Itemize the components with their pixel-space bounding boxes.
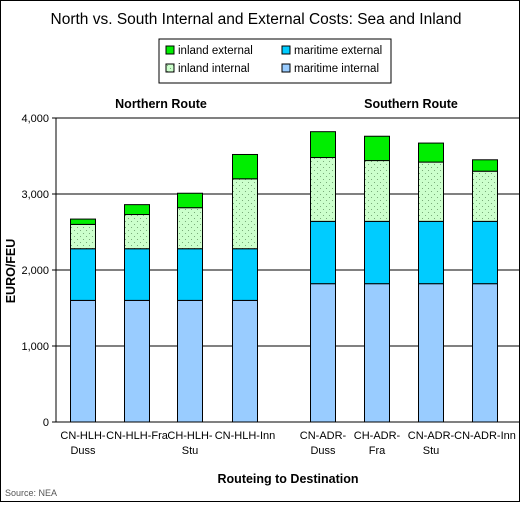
bar-segment-maritime-external: [310, 220, 336, 285]
y-tick-label: 0: [43, 417, 49, 429]
x-tick-label: CN-ADR-Duss: [300, 430, 347, 457]
bar-segment-maritime-internal: [232, 299, 258, 423]
y-tick-label: 2,000: [21, 265, 49, 277]
bar-segment-inland-external: [310, 131, 336, 159]
x-tick-label: CN-HLH-Fra: [106, 430, 169, 442]
bar-segment-inland-external: [472, 159, 498, 172]
x-tick-label: CH-HLH-Stu: [167, 430, 213, 457]
bar-segment-inland-internal: [418, 161, 444, 222]
x-tick-label: CN-ADR-Inn: [454, 430, 516, 442]
legend-swatch-inland-external: [165, 45, 175, 55]
x-tick-label: CN-HLH-Inn: [215, 430, 276, 442]
plot-area: 0 1,000 2,000 3,000 4,000 CN-HLH-DussCN-HLH-F…: [21, 113, 519, 457]
y-tick-label: 1,000: [21, 341, 49, 353]
y-tick-label: 4,000: [21, 113, 49, 125]
bar-segment-inland-internal: [70, 223, 96, 250]
bar-segment-inland-external: [124, 204, 150, 216]
bar-segment-maritime-external: [124, 248, 150, 301]
chart-title: North vs. South Internal and External Co…: [51, 11, 462, 28]
x-tick-label: CN-ADR-Stu: [408, 430, 455, 457]
bar-segment-inland-external: [70, 218, 96, 225]
bar-segment-maritime-external: [472, 220, 498, 285]
bar-segment-maritime-internal: [418, 283, 444, 423]
bar-segment-inland-external: [364, 135, 390, 162]
legend: inland external maritime external inland i…: [158, 38, 392, 84]
source-note: Source: NEA: [5, 488, 57, 498]
legend-box: [158, 38, 392, 84]
bar-segment-maritime-external: [418, 220, 444, 285]
bar-segment-inland-external: [418, 142, 444, 163]
bar-segment-inland-external: [177, 192, 203, 209]
y-axis-label: EURO/FEU: [4, 239, 18, 304]
legend-swatch-maritime-external: [281, 45, 291, 55]
bar-segment-maritime-external: [364, 220, 390, 285]
y-tick-label: 3,000: [21, 189, 49, 201]
bar-segment-maritime-internal: [472, 283, 498, 423]
bar-segment-maritime-internal: [124, 299, 150, 423]
bar-segment-inland-internal: [310, 157, 336, 222]
legend-label-maritime-external: maritime external: [294, 45, 382, 57]
bar-segment-maritime-internal: [70, 299, 96, 423]
bar-segment-maritime-internal: [177, 299, 203, 423]
legend-label-inland-external: inland external: [178, 45, 253, 57]
bar-segment-inland-internal: [472, 170, 498, 222]
bar-segment-inland-external: [232, 153, 258, 180]
x-tick-label: CH-ADR-Fra: [354, 430, 401, 457]
bar-segment-maritime-external: [232, 248, 258, 301]
bar-segment-inland-internal: [232, 178, 258, 250]
legend-swatch-inland-internal: [165, 63, 175, 73]
legend-swatch-maritime-internal: [281, 63, 291, 73]
legend-label-inland-internal: inland internal: [178, 63, 250, 75]
bar-segment-maritime-internal: [364, 283, 390, 423]
x-tick-label: CN-HLH-Duss: [60, 430, 106, 457]
x-axis-label: Routeing to Destination: [218, 472, 359, 486]
bar-segment-maritime-external: [177, 248, 203, 301]
bar-segment-maritime-external: [70, 248, 96, 301]
bar-segment-maritime-internal: [310, 283, 336, 423]
bar-segment-inland-internal: [364, 160, 390, 222]
bar-segment-inland-internal: [124, 214, 150, 250]
group-label-northern-route: Northern Route: [115, 97, 207, 111]
bar-segment-inland-internal: [177, 207, 203, 250]
group-label-southern-route: Southern Route: [364, 97, 458, 111]
legend-label-maritime-internal: maritime internal: [294, 63, 379, 75]
